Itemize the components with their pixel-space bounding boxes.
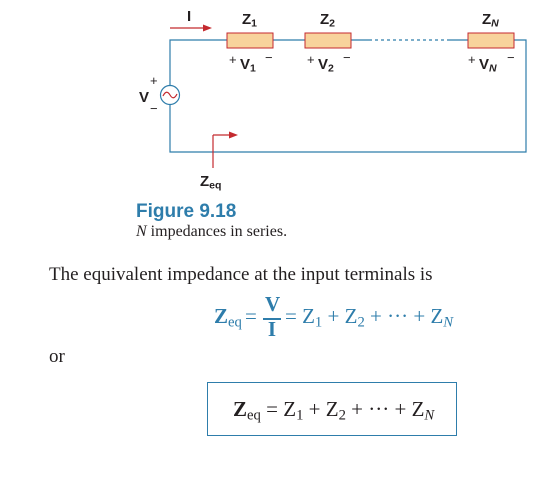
source-minus: −	[150, 101, 158, 116]
v2-label: V2	[318, 56, 334, 75]
v2-plus: +	[307, 52, 315, 67]
current-label: I	[187, 8, 192, 25]
equation-2: Zeq = Z1 + Z2 + ··· + ZN	[233, 397, 435, 424]
source-plus: +	[150, 73, 158, 88]
vn-minus: −	[507, 50, 515, 65]
zeq-label: Zeq	[200, 173, 222, 192]
wire-left-top	[169, 39, 227, 86]
vn-plus: +	[468, 52, 476, 67]
resistor-zn	[467, 32, 515, 49]
v1-plus: +	[229, 52, 237, 67]
vn-label: VN	[479, 56, 497, 75]
equation-1-rhs: = Z1 + Z2 + ··· + ZN	[285, 304, 454, 331]
z1-label: Z1	[242, 11, 258, 30]
source-label: V	[139, 89, 150, 106]
current-arrow-head	[203, 24, 212, 32]
zn-label: ZN	[482, 11, 499, 30]
v2-minus: −	[343, 50, 351, 65]
v1-minus: −	[265, 50, 273, 65]
resistor-z1	[226, 32, 274, 49]
or-text: or	[49, 346, 65, 367]
resistor-z2	[304, 32, 352, 49]
figure-number: Figure 9.18	[136, 201, 237, 222]
v1-label: V1	[240, 56, 256, 75]
z2-label: Z2	[320, 11, 336, 30]
zeq-arrow-head	[229, 131, 238, 139]
circuit-wires	[169, 39, 527, 153]
fraction-bar	[263, 318, 281, 320]
intro-text: The equivalent impedance at the input te…	[49, 264, 433, 285]
equation-1-equals: =	[245, 304, 257, 328]
sine-wave-icon	[162, 91, 178, 99]
equation-1-numerator: V	[265, 292, 281, 316]
equation-1-denominator: I	[267, 317, 277, 341]
equation-1-lhs: Zeq	[214, 304, 242, 331]
wire-right-bottom	[169, 39, 527, 153]
boxed-equation	[207, 382, 457, 436]
figure-caption: N impedances in series.	[136, 223, 288, 240]
